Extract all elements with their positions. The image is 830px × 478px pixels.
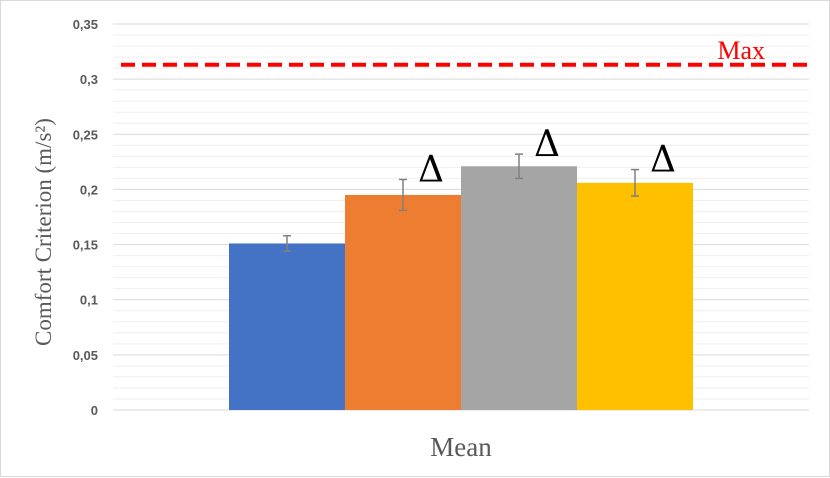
- y-tick-label: 0,2: [80, 182, 98, 197]
- delta-marker: Δ: [534, 124, 560, 165]
- delta-marker: Δ: [650, 140, 676, 181]
- bar: [345, 194, 461, 410]
- y-tick-label: 0,15: [73, 238, 98, 253]
- x-axis-label: Mean: [430, 432, 492, 462]
- y-tick-labels: 0 0,05 0,1 0,15 0,2 0,25 0,3 0,35: [73, 17, 98, 418]
- y-tick-label: 0,1: [80, 293, 98, 308]
- bars: [229, 166, 693, 410]
- y-tick-label: 0,25: [73, 127, 98, 142]
- y-tick-label: 0: [91, 403, 98, 418]
- delta-marker: Δ: [418, 150, 444, 191]
- bar: [577, 182, 693, 410]
- significance-markers: ΔΔ Δ: [418, 124, 676, 190]
- y-tick-label: 0,35: [73, 17, 98, 32]
- y-tick-label: 0,05: [73, 348, 98, 363]
- bar: [461, 166, 577, 410]
- error-bars: [283, 153, 639, 252]
- bar: [229, 243, 345, 410]
- max-reference-label: Max: [717, 36, 765, 65]
- y-axis-label: Comfort Criterion (m/s²): [31, 118, 56, 346]
- y-tick-label: 0,3: [80, 72, 98, 87]
